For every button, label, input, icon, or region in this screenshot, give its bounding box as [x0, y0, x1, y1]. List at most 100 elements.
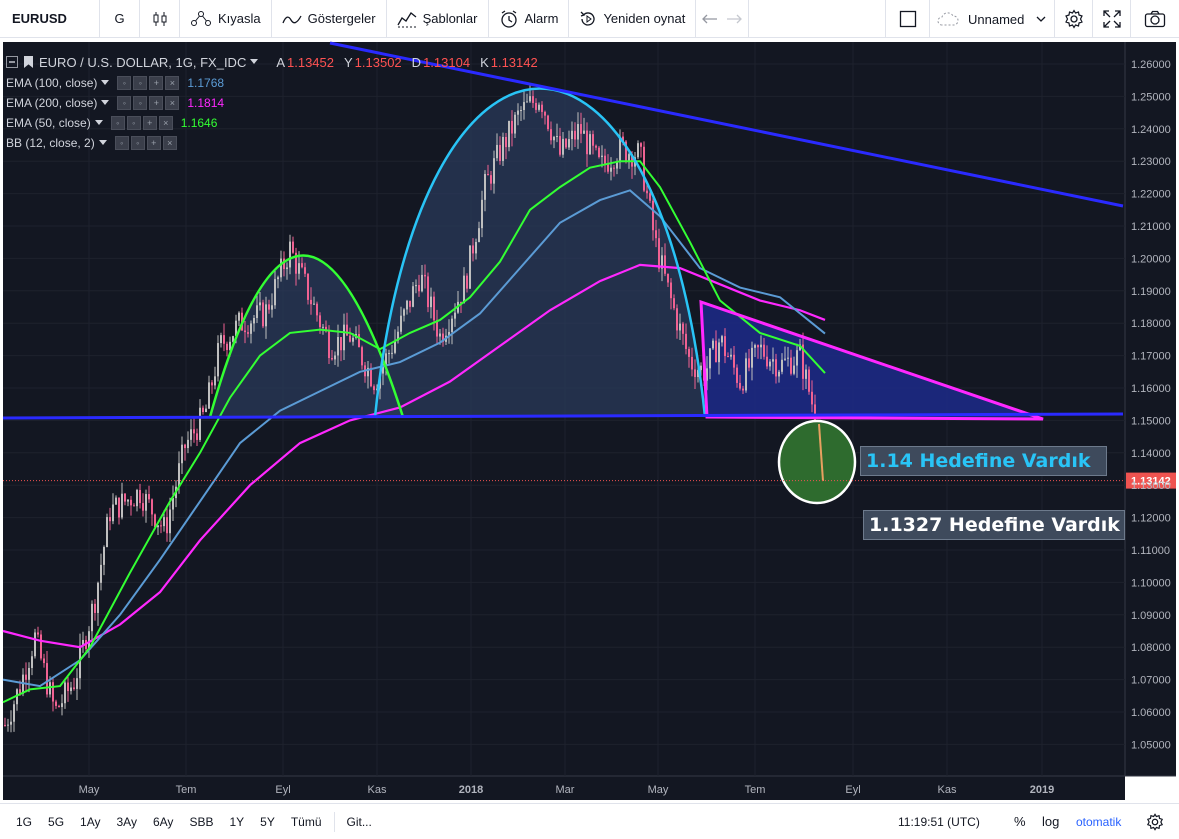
candle-body [655, 230, 657, 239]
indicator-row[interactable]: BB (12, close, 2) ◦ ◦ + × [6, 133, 538, 153]
candle-body [493, 158, 495, 184]
gear-icon[interactable] [1146, 813, 1164, 831]
settings-button[interactable] [1054, 0, 1092, 38]
range-button[interactable]: 5G [48, 814, 65, 829]
eye-icon[interactable]: ◦ [117, 76, 132, 90]
range-button[interactable]: 6Ay [152, 814, 174, 829]
time-axis[interactable] [3, 776, 1125, 800]
left-shoulder-arc[interactable] [208, 254, 405, 418]
chart-container[interactable]: 1.13142 1.26000 1.25000 1.24000 1.23000 1.22… [0, 39, 1179, 803]
price-tick-label: 1.26000 [1131, 59, 1171, 71]
target-label-1[interactable]: 1.14 Hedefine Vardık [860, 446, 1107, 476]
candle-body [160, 525, 162, 527]
eye-icon[interactable]: ◦ [114, 136, 129, 150]
compare-button[interactable]: Kıyasla [180, 0, 272, 38]
candle-body [268, 304, 270, 310]
interval-button[interactable]: G [100, 0, 140, 38]
templates-button[interactable]: Şablonlar [387, 0, 489, 38]
candle-body [727, 356, 729, 358]
target-circle[interactable] [777, 419, 857, 505]
auto-scale-button[interactable]: otomatik [1076, 815, 1122, 829]
candle-body [280, 258, 282, 278]
eye-icon[interactable]: ◦ [110, 116, 125, 130]
range-button[interactable]: Tümü [290, 814, 322, 829]
goto-date-button[interactable]: Git... [346, 814, 372, 829]
price-axis[interactable] [1125, 42, 1176, 776]
range-button[interactable]: 1Y [229, 814, 245, 829]
undo-button[interactable] [696, 0, 724, 38]
log-scale-button[interactable]: log [1042, 814, 1060, 829]
price-chart[interactable]: 1.13142 1.26000 1.25000 1.24000 1.23000 1.22… [0, 39, 1179, 803]
fullscreen-button[interactable] [1092, 0, 1130, 38]
chart-type-button[interactable] [140, 0, 180, 38]
price-tick-label: 1.07000 [1131, 675, 1171, 687]
candle-body [472, 245, 474, 254]
candle-body [679, 323, 681, 331]
indicator-row[interactable]: EMA (100, close) ◦ ◦ + × 1.1768 [6, 73, 538, 93]
candle-body [781, 359, 783, 372]
candle-body [124, 493, 126, 502]
caret-down-icon[interactable] [101, 80, 110, 86]
neckline[interactable] [2, 412, 1124, 420]
undo-icon [702, 14, 718, 23]
caret-down-icon[interactable] [101, 100, 110, 106]
redo-button[interactable] [724, 0, 750, 38]
more-icon[interactable]: + [142, 116, 157, 130]
gear-icon[interactable]: ◦ [133, 96, 148, 110]
layout-name-button[interactable]: Unnamed [929, 0, 1054, 38]
range-button[interactable]: 3Ay [116, 814, 137, 829]
candle-body [652, 200, 654, 231]
series-title-row[interactable]: EURO / U.S. DOLLAR, 1G, FX_IDC A 1.13452 … [6, 51, 538, 73]
collapse-legend-icon[interactable] [6, 56, 18, 68]
candle-body [292, 241, 294, 253]
candle-body [139, 490, 141, 504]
indicator-label: BB (12, close, 2) [6, 136, 95, 150]
candle-body [433, 296, 435, 321]
range-button[interactable]: 1Ay [80, 814, 101, 829]
head-arc[interactable] [373, 87, 707, 418]
indicator-row[interactable]: EMA (200, close) ◦ ◦ + × 1.1814 [6, 93, 538, 113]
candle-body [739, 382, 741, 389]
time-tick-label: 2019 [1030, 784, 1054, 796]
indicator-row[interactable]: EMA (50, close) ◦ ◦ + × 1.1646 [6, 113, 538, 133]
caret-down-icon[interactable] [98, 140, 107, 146]
range-button[interactable]: 5Y [260, 814, 275, 829]
close-icon[interactable]: × [165, 76, 180, 90]
gear-icon[interactable]: ◦ [133, 76, 148, 90]
target-label-2[interactable]: 1.1327 Hedefine Vardık [863, 510, 1125, 540]
candle-body [91, 603, 93, 632]
percent-scale-button[interactable]: % [1014, 814, 1026, 829]
symbol-label: EURUSD [12, 11, 67, 26]
fullscreen-layout-toggle[interactable] [885, 0, 929, 38]
eye-icon[interactable]: ◦ [117, 96, 132, 110]
range-button[interactable]: SBB [189, 814, 214, 829]
indicators-button[interactable]: Göstergeler [272, 0, 387, 38]
descending-trendline[interactable] [329, 41, 1124, 208]
indicator-actions: ◦ ◦ + × [117, 76, 181, 90]
clock-readout[interactable]: 11:19:51 (UTC) [898, 815, 980, 829]
alert-button[interactable]: Alarm [489, 0, 570, 38]
candle-body [265, 304, 267, 327]
replay-button[interactable]: Yeniden oynat [569, 0, 697, 38]
last-price-badge [1126, 472, 1176, 489]
gear-icon[interactable]: ◦ [130, 136, 145, 150]
alert-label: Alarm [524, 11, 559, 26]
candle-body [145, 494, 147, 511]
snapshot-button[interactable] [1130, 0, 1179, 38]
symbol-search-button[interactable]: EURUSD [0, 0, 100, 38]
more-icon[interactable]: + [149, 96, 164, 110]
close-icon[interactable]: × [158, 116, 173, 130]
range-button[interactable]: 1G [16, 814, 33, 829]
close-icon[interactable]: × [165, 96, 180, 110]
candle-body [580, 124, 582, 134]
gear-icon[interactable]: ◦ [126, 116, 141, 130]
caret-down-icon[interactable] [250, 59, 259, 65]
candle-body [202, 407, 204, 413]
candle-body [109, 517, 111, 522]
caret-down-icon[interactable] [94, 120, 103, 126]
close-icon[interactable]: × [162, 136, 177, 150]
candle-body [142, 503, 144, 511]
more-icon[interactable]: + [146, 136, 161, 150]
triangle-outline[interactable] [699, 299, 1044, 421]
more-icon[interactable]: + [149, 76, 164, 90]
